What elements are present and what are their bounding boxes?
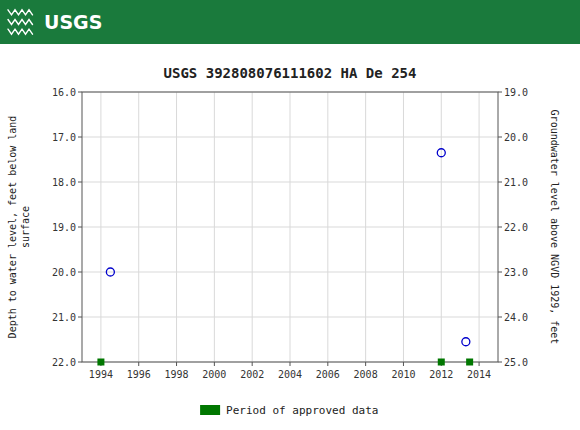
tick-label: 2002 xyxy=(240,369,264,380)
tick xyxy=(498,227,502,228)
tick xyxy=(78,362,82,363)
series xyxy=(106,149,469,346)
tick xyxy=(479,362,480,366)
square-marker xyxy=(466,359,473,366)
grid-line xyxy=(82,317,498,318)
grid-line xyxy=(82,137,498,138)
grid xyxy=(82,92,498,362)
marks xyxy=(97,149,473,366)
point xyxy=(437,149,445,157)
y2-axis: 25.0 24.0 23.0 22.0 21.0 20.0 19.0 Groundwater … xyxy=(498,87,560,368)
tick-label: 16.0 xyxy=(52,87,76,98)
tick-label: 22.0 xyxy=(504,222,528,233)
title: USGS 392808076111602 HA De 254 xyxy=(164,65,417,81)
header: USGS xyxy=(0,0,580,44)
plot-frame xyxy=(82,92,498,362)
tick-label: 2000 xyxy=(202,369,226,380)
tick-label: 2006 xyxy=(316,369,340,380)
square-marker xyxy=(97,359,104,366)
tick-label: 2012 xyxy=(429,369,453,380)
chart: USGSUSGS 392808076111602 HA De 254199419… xyxy=(0,0,580,430)
legend-swatch xyxy=(200,405,220,415)
tick xyxy=(403,362,404,366)
grid-line xyxy=(82,272,498,273)
axis-label-line: surface xyxy=(20,206,31,248)
tick-label: 20.0 xyxy=(52,267,76,278)
tick-label: 2004 xyxy=(278,369,302,380)
tick xyxy=(138,362,139,366)
tick xyxy=(290,362,291,366)
logo-wave xyxy=(8,29,33,34)
axis-label-line: Depth to water level, feet below land xyxy=(7,116,18,339)
tick xyxy=(498,317,502,318)
x-axis: 1994 1996 1998 2000 2002 2004 2006 2008 2010 2012… xyxy=(89,362,491,380)
tick-label: 2008 xyxy=(354,369,378,380)
logo-wave xyxy=(8,20,33,25)
tick-label: 20.0 xyxy=(504,132,528,143)
axis-label: Groundwater level above NGVD 1929, feet xyxy=(549,110,560,345)
axis-label: Depth to water level, feet below landsur… xyxy=(7,116,31,339)
legend: Period of approved data xyxy=(200,404,378,417)
tick-label: 18.0 xyxy=(52,177,76,188)
logo-text: USGS xyxy=(44,11,102,33)
tick xyxy=(498,362,502,363)
tick-label: 23.0 xyxy=(504,267,528,278)
square-marker xyxy=(438,359,445,366)
point xyxy=(106,268,114,276)
tick xyxy=(365,362,366,366)
tick xyxy=(498,92,502,93)
tick-label: 21.0 xyxy=(52,312,76,323)
tick-label: 1996 xyxy=(127,369,151,380)
tick xyxy=(78,137,82,138)
grid-line xyxy=(82,182,498,183)
header-bar xyxy=(0,0,580,44)
tick xyxy=(78,272,82,273)
tick xyxy=(498,272,502,273)
legend-label: Period of approved data xyxy=(226,404,378,417)
tick-label: 1998 xyxy=(164,369,188,380)
tick xyxy=(78,182,82,183)
tick-label: 2014 xyxy=(467,369,491,380)
tick xyxy=(78,92,82,93)
tick-label: 17.0 xyxy=(52,132,76,143)
tick xyxy=(78,317,82,318)
tick xyxy=(176,362,177,366)
tick xyxy=(214,362,215,366)
tick xyxy=(327,362,328,366)
tick-label: 22.0 xyxy=(52,357,76,368)
tick-label: 24.0 xyxy=(504,312,528,323)
logo-wave xyxy=(8,10,33,15)
tick-label: 19.0 xyxy=(504,87,528,98)
tick-label: 2010 xyxy=(391,369,415,380)
y-axis: 16.0 17.0 18.0 19.0 20.0 21.0 22.0 Depth to wat… xyxy=(7,87,83,368)
tick xyxy=(252,362,253,366)
tick-label: 25.0 xyxy=(504,357,528,368)
series xyxy=(97,359,473,366)
tick xyxy=(78,227,82,228)
tick xyxy=(498,182,502,183)
tick-label: 1994 xyxy=(89,369,113,380)
tick xyxy=(498,137,502,138)
tick-label: 19.0 xyxy=(52,222,76,233)
tick-label: 21.0 xyxy=(504,177,528,188)
grid-line xyxy=(82,227,498,228)
point xyxy=(462,338,470,346)
